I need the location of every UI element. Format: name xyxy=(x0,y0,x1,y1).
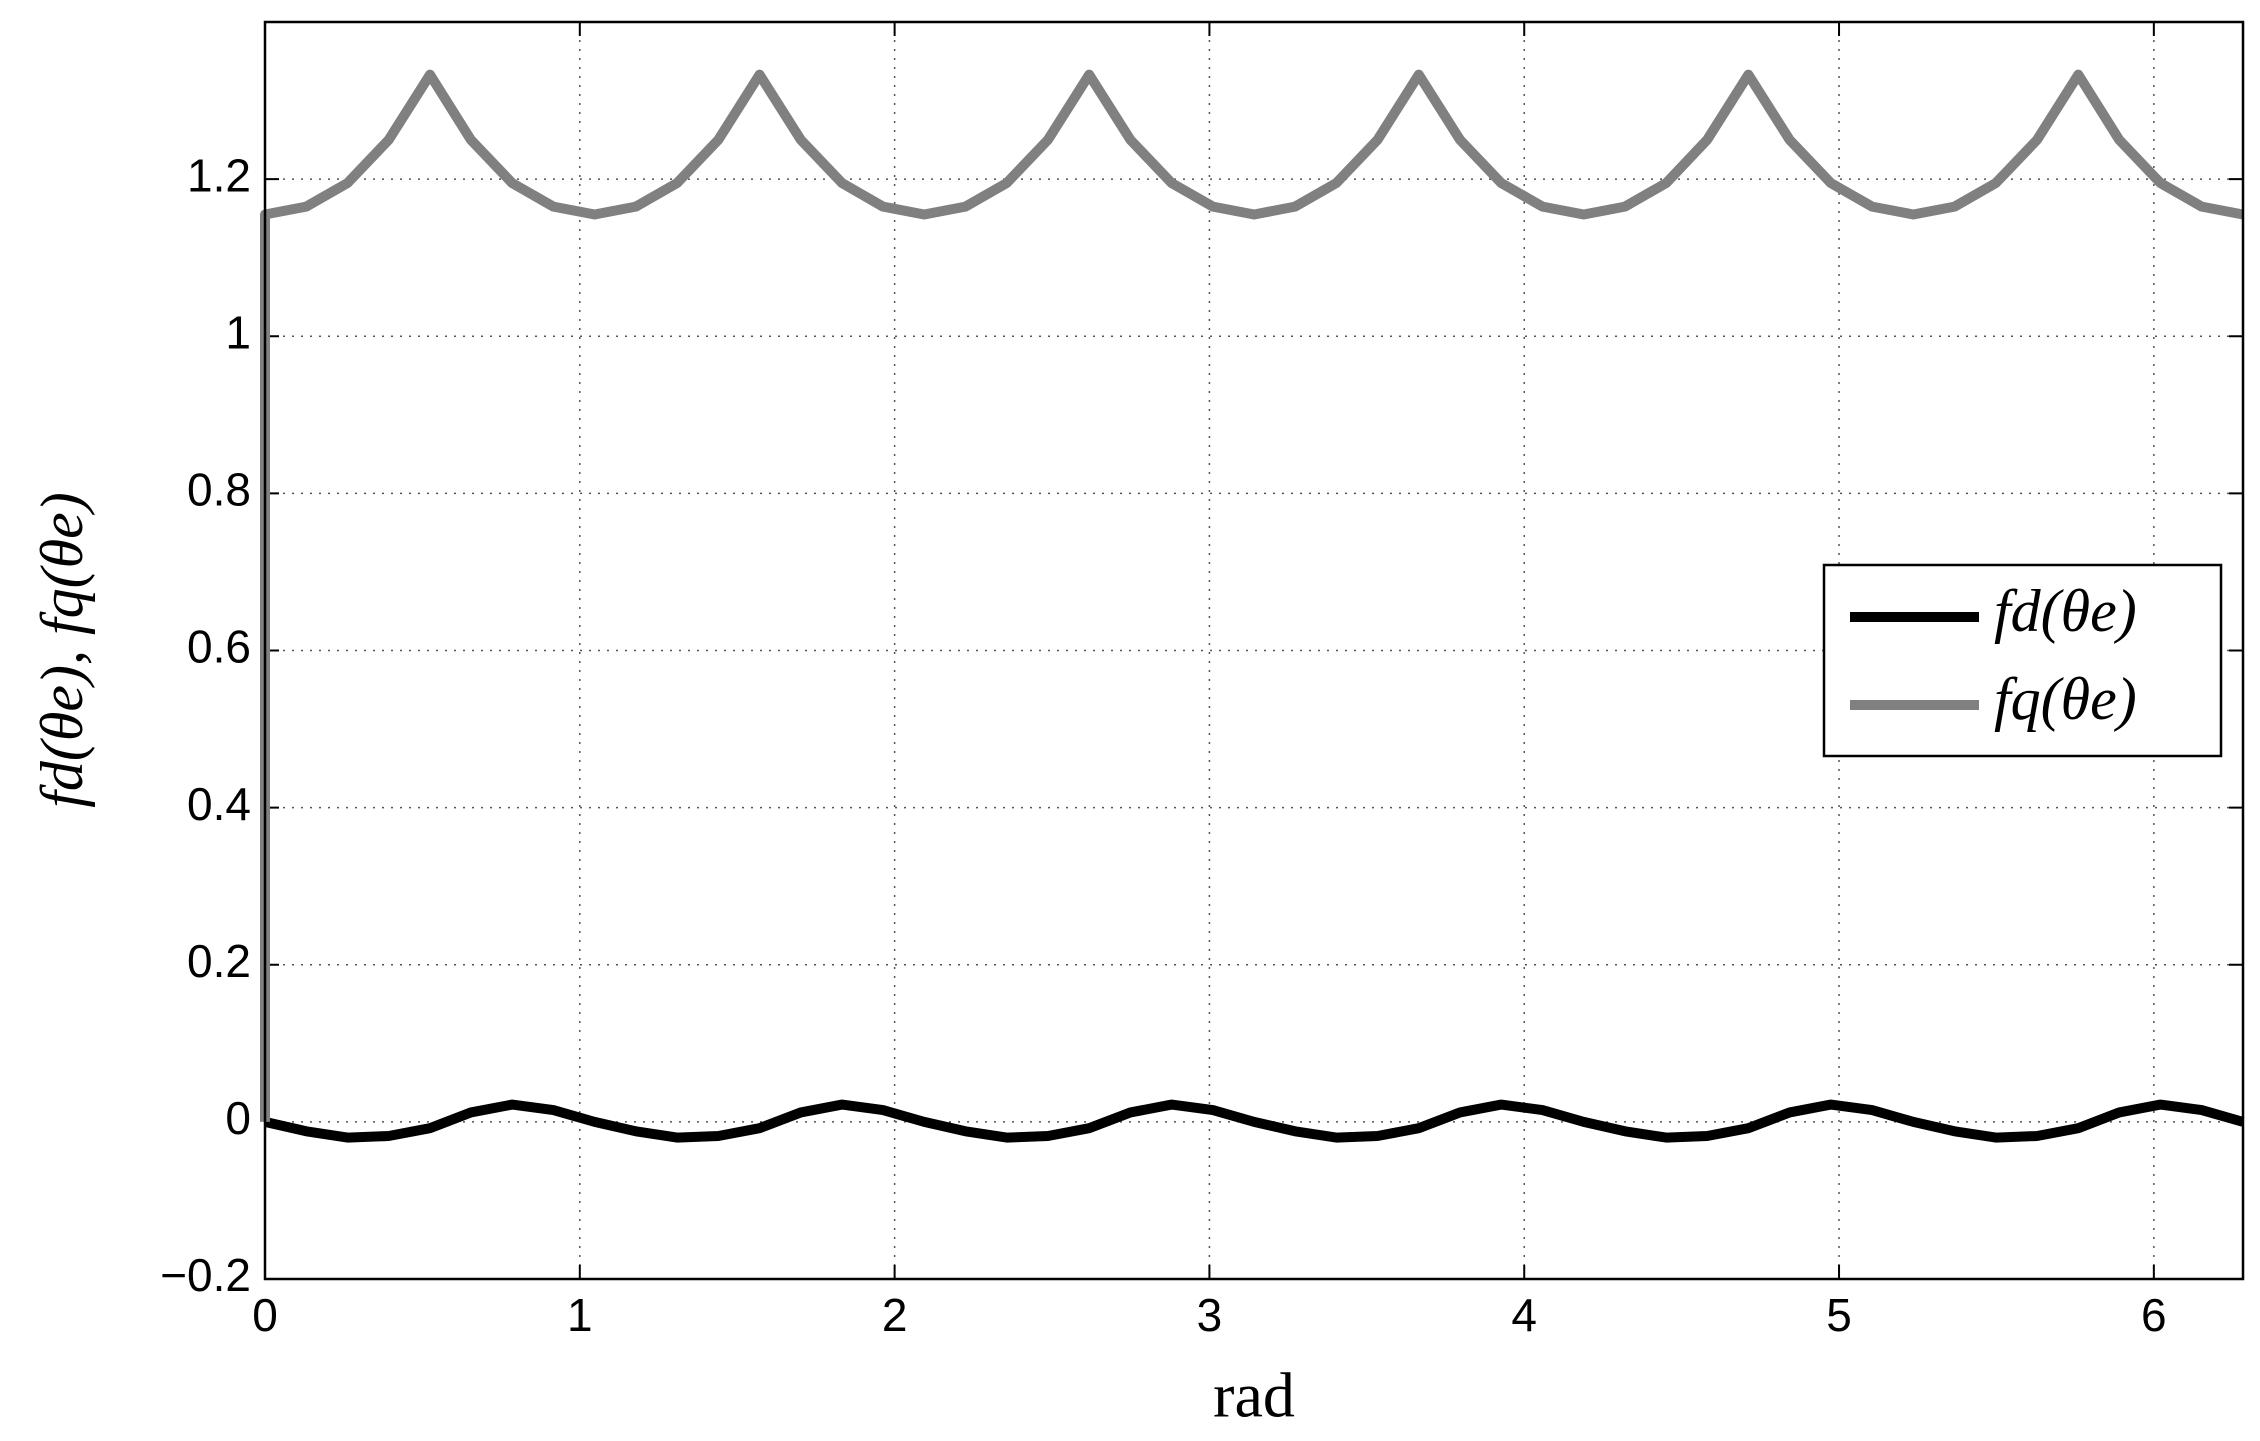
x-tick-label: 3 xyxy=(1197,1289,1223,1341)
legend-label: fq(θe) xyxy=(1994,666,2137,732)
x-tick-label: 6 xyxy=(2141,1289,2167,1341)
y-tick-label: 0.4 xyxy=(187,778,251,830)
series-line xyxy=(263,1099,2245,1143)
y-tick-label: 0.6 xyxy=(187,621,251,673)
legend-label: fd(θe) xyxy=(1994,578,2137,644)
x-tick-label: 0 xyxy=(252,1289,278,1341)
x-tick-label: 4 xyxy=(1511,1289,1537,1341)
y-tick-label: 0.2 xyxy=(187,935,251,987)
plot-frame xyxy=(263,20,2245,1281)
legend-box xyxy=(1822,563,2223,758)
x-tick-label: 5 xyxy=(1826,1289,1852,1341)
y-tick-label: 0.8 xyxy=(187,464,251,516)
y-tick-label: 1.2 xyxy=(187,149,251,201)
x-axis-label: rad xyxy=(1213,1360,1295,1431)
y-axis-label: fd(θe), fq(θe) xyxy=(29,492,95,807)
y-tick-label: 1 xyxy=(225,306,251,358)
y-tick-label: 0 xyxy=(225,1092,251,1144)
x-tick-label: 2 xyxy=(882,1289,908,1341)
y-tick-label: −0.2 xyxy=(160,1249,251,1301)
series-line xyxy=(260,69,2244,1122)
x-tick-label: 1 xyxy=(567,1289,593,1341)
